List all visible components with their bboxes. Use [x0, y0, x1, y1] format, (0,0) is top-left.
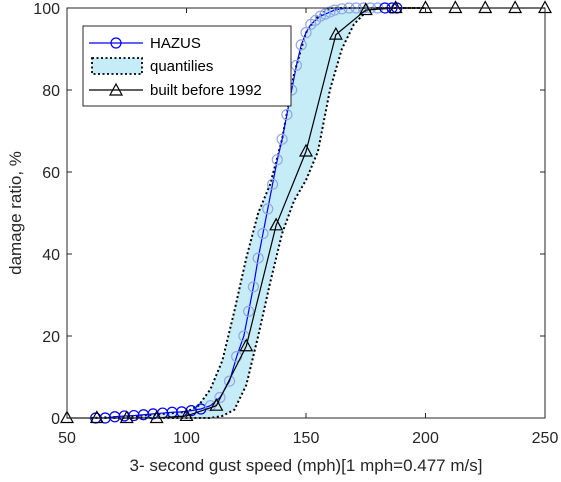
built-before-1992-point	[478, 0, 493, 14]
legend-built-label: built before 1992	[150, 82, 262, 99]
built-before-1992-point	[119, 410, 134, 424]
hazus-point	[223, 375, 236, 387]
built-before-1992-point	[388, 0, 403, 14]
x-tick-label: 250	[532, 430, 559, 447]
y-tick-label: 0	[51, 411, 60, 428]
x-tick-label: 50	[58, 430, 76, 447]
ticks-layer: 50 100 150 200 250 0 20 40 60 80 100	[33, 1, 558, 447]
built-before-1992-point	[149, 410, 164, 424]
hazus-point	[262, 203, 274, 215]
built-before-1992-point	[358, 2, 373, 16]
hazus-point	[319, 8, 331, 20]
hazus-point	[324, 6, 336, 18]
hazus-point	[300, 26, 312, 39]
legend-band-label: quantilies	[150, 58, 213, 75]
hazus-point	[329, 4, 341, 16]
y-tick-label: 40	[42, 247, 60, 264]
legend-band-swatch	[91, 57, 143, 75]
legend-hazus-label: HAZUS	[150, 35, 201, 52]
legend: HAZUS quantilies built before 1992	[82, 25, 292, 107]
x-tick-label: 200	[412, 430, 439, 447]
hazus-point	[247, 281, 260, 293]
hazus-point	[336, 3, 348, 15]
y-axis-label: damage ratio, %	[6, 151, 25, 275]
built-before-1992-point	[59, 410, 75, 424]
built-before-1992-point	[508, 0, 523, 14]
x-tick-label: 150	[293, 430, 320, 447]
hazus-point	[257, 227, 269, 240]
hazus-point	[314, 10, 326, 22]
built-before-1992-point	[89, 410, 104, 424]
y-tick-label: 100	[33, 1, 60, 18]
built-before-1992-point	[239, 338, 254, 352]
y-tick-label: 20	[42, 329, 60, 346]
x-tick-label: 100	[173, 430, 200, 447]
hazus-point	[252, 252, 264, 264]
y-tick-label: 60	[42, 165, 60, 182]
built-before-1992-point	[179, 408, 194, 422]
hazus-point	[276, 133, 288, 145]
quantiles-band-fill	[90, 8, 426, 418]
quantiles-band-layer	[90, 7, 426, 419]
hazus-point	[266, 178, 279, 190]
built-before-1992-point	[209, 397, 224, 411]
hazus-point	[271, 154, 283, 166]
legend-built-marker	[108, 82, 124, 96]
hazus-point	[243, 305, 255, 317]
hazus-point	[295, 39, 307, 51]
hazus-point	[214, 391, 226, 404]
built-before-1992-point	[328, 26, 343, 40]
legend-hazus-marker	[110, 37, 122, 49]
hazus-point	[281, 108, 293, 121]
built-before-1992-point	[448, 0, 463, 14]
x-axis-label: 3- second gust speed (mph)[1 mph=0.477 m…	[130, 456, 483, 475]
built-before-1992-point	[269, 217, 284, 231]
built-before-1992-point	[298, 143, 314, 157]
y-tick-label: 80	[42, 83, 60, 100]
